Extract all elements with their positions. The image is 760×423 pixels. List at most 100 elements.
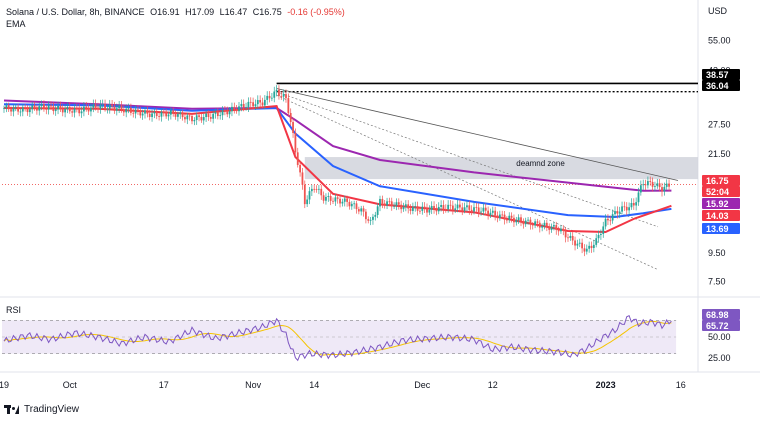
- candle-body: [137, 109, 139, 111]
- candle-body: [484, 207, 487, 211]
- candle-body: [524, 220, 527, 225]
- candle-body: [588, 245, 591, 249]
- candle-body: [115, 108, 118, 111]
- candle-body: [489, 212, 492, 216]
- price-tag-text: 15.92: [706, 199, 729, 209]
- price-axis-tick: 7.50: [708, 277, 726, 287]
- trendline-main: [276, 88, 679, 181]
- candle-body: [444, 209, 447, 210]
- candle-body: [318, 188, 320, 190]
- candle-body: [99, 104, 102, 109]
- candle-body: [661, 187, 663, 192]
- candle-body: [113, 106, 116, 111]
- candle-body: [188, 115, 191, 117]
- candle-body: [456, 204, 459, 209]
- candle-body: [24, 107, 27, 109]
- candle-body: [59, 105, 62, 110]
- candle-body: [17, 106, 19, 112]
- candle-body: [590, 245, 593, 248]
- tradingview-logo-icon: [4, 405, 20, 414]
- candle-body: [310, 188, 313, 192]
- candle-body: [306, 199, 309, 205]
- candle-body: [635, 202, 638, 206]
- candle-body: [127, 107, 130, 109]
- candle-body: [480, 211, 482, 213]
- symbol-header: Solana / U.S. Dollar, 8h, BINANCE O16.91…: [6, 6, 348, 18]
- candle-body: [184, 117, 186, 120]
- candle-body: [38, 106, 41, 111]
- candle-body: [282, 94, 285, 97]
- candle-body: [43, 104, 45, 109]
- candle-body: [407, 204, 410, 209]
- candle-body: [97, 107, 99, 109]
- candle-body: [435, 208, 438, 212]
- candle-body: [249, 101, 252, 103]
- candle-body: [329, 196, 332, 201]
- candle-body: [202, 117, 205, 121]
- candle-body: [92, 104, 95, 108]
- price-tag-black: [702, 69, 740, 80]
- price-tag-text: 38.57: [706, 70, 729, 80]
- price-tag-red: [702, 210, 740, 221]
- candle-body: [367, 219, 370, 221]
- candle-body: [78, 108, 81, 114]
- candle-body: [644, 184, 647, 186]
- candle-body: [630, 202, 633, 208]
- rsi-line: [3, 315, 672, 362]
- candle-body: [308, 191, 311, 200]
- candle-body: [247, 101, 250, 108]
- candle-body: [336, 197, 339, 199]
- candle-body: [534, 221, 536, 226]
- candle-body: [379, 198, 381, 207]
- candle-body: [235, 109, 238, 112]
- price-tag-text: 14.03: [706, 211, 729, 221]
- candle-body: [466, 205, 468, 208]
- ohlc-close: C16.75: [252, 7, 282, 17]
- rsi-indicator-label[interactable]: RSI: [6, 305, 22, 315]
- candle-body: [266, 95, 269, 100]
- candle-body: [219, 115, 222, 117]
- candle-body: [120, 105, 123, 110]
- candle-body: [668, 183, 670, 187]
- candle-body: [294, 133, 297, 153]
- candle-body: [402, 206, 405, 210]
- tradingview-brand[interactable]: TradingView: [4, 404, 79, 415]
- candle-body: [451, 205, 454, 211]
- candle-body: [376, 206, 379, 215]
- candle-body: [400, 204, 403, 210]
- candle-body: [473, 207, 475, 212]
- ema-indicator-label[interactable]: EMA: [6, 19, 26, 29]
- candle-body: [372, 216, 374, 220]
- symbol-title: Solana / U.S. Dollar, 8h, BINANCE: [6, 7, 145, 17]
- candle-body: [104, 104, 106, 110]
- candle-body: [339, 198, 341, 204]
- candle-body: [195, 115, 198, 120]
- candle-body: [280, 96, 283, 97]
- candle-body: [647, 181, 649, 186]
- candle-body: [261, 102, 264, 106]
- candle-body: [254, 104, 257, 107]
- candle-body: [529, 219, 532, 225]
- candle-body: [71, 111, 74, 113]
- candle-body: [50, 105, 52, 107]
- candle-body: [245, 107, 247, 109]
- time-axis-tick: 14: [309, 380, 319, 390]
- candle-body: [390, 201, 393, 207]
- candle-body: [513, 217, 515, 223]
- price-tag-blue: [702, 223, 740, 234]
- candle-body: [64, 108, 66, 113]
- ema-purple-line: [3, 99, 672, 192]
- candle-body: [101, 104, 104, 106]
- candle-body: [569, 235, 572, 238]
- candle-body: [508, 215, 511, 220]
- candle-body: [543, 222, 546, 227]
- candle-body: [57, 105, 59, 110]
- candle-body: [28, 109, 31, 113]
- candle-body: [503, 214, 506, 220]
- rsi-tag-text: 65.72: [706, 321, 729, 331]
- candle-body: [360, 208, 363, 212]
- candle-body: [325, 196, 327, 201]
- candle-body: [562, 228, 565, 231]
- candle-body: [353, 203, 356, 205]
